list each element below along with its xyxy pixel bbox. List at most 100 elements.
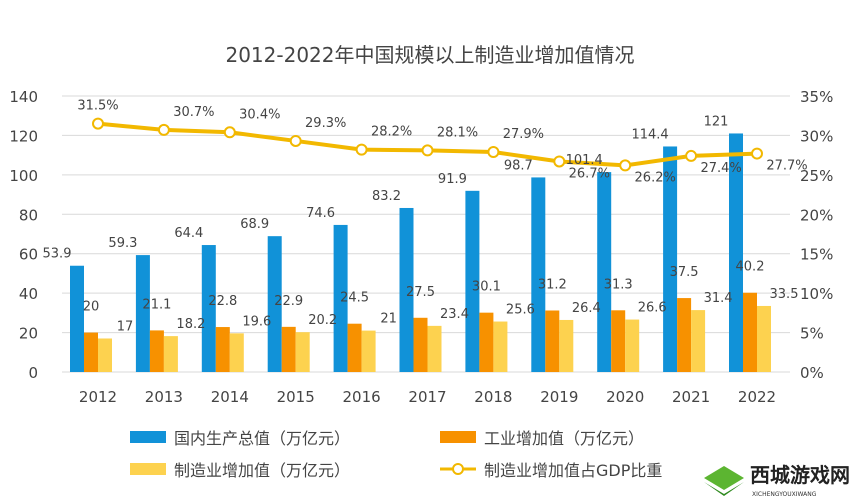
x-tick-label: 2019 (540, 388, 578, 406)
x-tick-label: 2016 (343, 388, 381, 406)
bar (729, 133, 743, 372)
bar (691, 310, 706, 372)
line-data-label: 30.4% (239, 107, 280, 122)
bar-data-label: 101.4 (566, 153, 603, 168)
bar (611, 310, 626, 372)
line-point (223, 126, 236, 139)
bar-data-label: 59.3 (108, 236, 137, 251)
bar-data-label: 26.4 (572, 301, 601, 316)
legend-marker (452, 463, 464, 475)
bar (267, 236, 282, 372)
bar (98, 338, 112, 372)
bar-data-label: 23.4 (440, 307, 469, 322)
chart-title: 2012-2022年中国规模以上制造业增加值情况 (225, 43, 634, 67)
line-data-label: 28.1% (437, 125, 478, 140)
line-data-label: 29.3% (305, 116, 346, 131)
bar-data-label: 33.5 (770, 287, 799, 302)
x-tick-label: 2015 (277, 388, 315, 406)
bar (493, 321, 508, 372)
bar (281, 326, 296, 372)
bar (479, 312, 494, 372)
legend-label: 工业增加值（万亿元） (484, 429, 644, 448)
bar-data-label: 64.4 (174, 226, 203, 241)
y2-tick-label: 5% (800, 325, 824, 343)
bar (347, 323, 362, 372)
bar (625, 319, 640, 372)
y-tick-label: 120 (9, 127, 38, 145)
line-data-label: 26.2% (635, 170, 676, 185)
y2-tick-label: 0% (800, 364, 824, 382)
line-point (92, 117, 104, 130)
bar-data-label: 98.7 (504, 158, 533, 173)
bar-data-label: 114.4 (631, 127, 668, 142)
bar (215, 327, 230, 372)
line-data-label: 26.7% (569, 166, 610, 181)
y2-tick-label: 35% (800, 88, 833, 106)
y-tick-label: 60 (19, 246, 38, 264)
x-tick-label: 2012 (79, 388, 117, 406)
x-tick-label: 2013 (145, 388, 183, 406)
y-tick-label: 140 (9, 88, 38, 106)
legend-swatch (130, 431, 166, 443)
bar (663, 146, 678, 372)
bar-data-label: 27.5 (406, 285, 435, 300)
line-data-label: 27.9% (503, 127, 544, 142)
bar-data-label: 68.9 (240, 217, 269, 232)
bar (757, 305, 771, 372)
line-data-label: 31.5% (77, 99, 118, 114)
line-point (553, 155, 566, 168)
bar-data-label: 24.5 (340, 291, 369, 306)
y-tick-label: 100 (9, 167, 38, 185)
bar-data-label: 53.9 (43, 247, 72, 262)
bar-data-label: 19.6 (242, 314, 271, 329)
bar (559, 319, 574, 372)
bar (149, 330, 164, 372)
bar-data-label: 22.8 (208, 294, 237, 309)
bar-data-label: 74.6 (306, 206, 335, 221)
line-data-label: 27.4% (700, 161, 741, 176)
svg-text:西城游戏网: 西城游戏网 (750, 463, 850, 487)
bar (163, 336, 178, 372)
bar-data-label: 31.3 (604, 277, 633, 292)
line-point (685, 149, 698, 162)
legend-swatch (440, 431, 476, 443)
bar (84, 332, 98, 372)
bar-data-label: 121 (704, 114, 729, 129)
watermark-logo: 西城游戏网 XICHENGYOUXIWANG (700, 456, 860, 500)
bar (545, 310, 560, 372)
line-point (751, 147, 763, 160)
line-point (487, 145, 500, 158)
y2-tick-label: 10% (800, 285, 833, 303)
legend-label: 制造业增加值占GDP比重 (484, 461, 662, 480)
bar-data-label: 40.2 (736, 260, 765, 275)
line-point (619, 159, 632, 172)
line-point (421, 144, 434, 157)
bar (201, 245, 216, 372)
line-data-label: 27.7% (766, 159, 807, 174)
bar (70, 265, 84, 372)
bar (295, 332, 310, 372)
bar-data-label: 31.4 (704, 291, 733, 306)
bar-data-label: 30.1 (472, 280, 501, 295)
bar (597, 172, 612, 372)
bar-data-label: 31.2 (538, 277, 567, 292)
bar-data-label: 25.6 (506, 303, 535, 318)
bar (465, 190, 480, 372)
x-tick-label: 2014 (211, 388, 249, 406)
y-tick-label: 80 (19, 206, 38, 224)
y-tick-label: 20 (19, 325, 38, 343)
bar-data-label: 91.9 (438, 172, 467, 187)
y-tick-label: 40 (19, 285, 38, 303)
x-tick-label: 2021 (672, 388, 710, 406)
bar (361, 330, 376, 372)
x-tick-label: 2018 (474, 388, 512, 406)
bar-data-label: 18.2 (176, 317, 205, 332)
bar-data-label: 26.6 (638, 301, 667, 316)
bar-data-label: 21 (380, 312, 397, 327)
y2-tick-label: 25% (800, 167, 833, 185)
legend-label: 国内生产总值（万亿元） (174, 429, 350, 448)
y2-tick-label: 15% (800, 246, 833, 264)
bar (399, 207, 414, 372)
